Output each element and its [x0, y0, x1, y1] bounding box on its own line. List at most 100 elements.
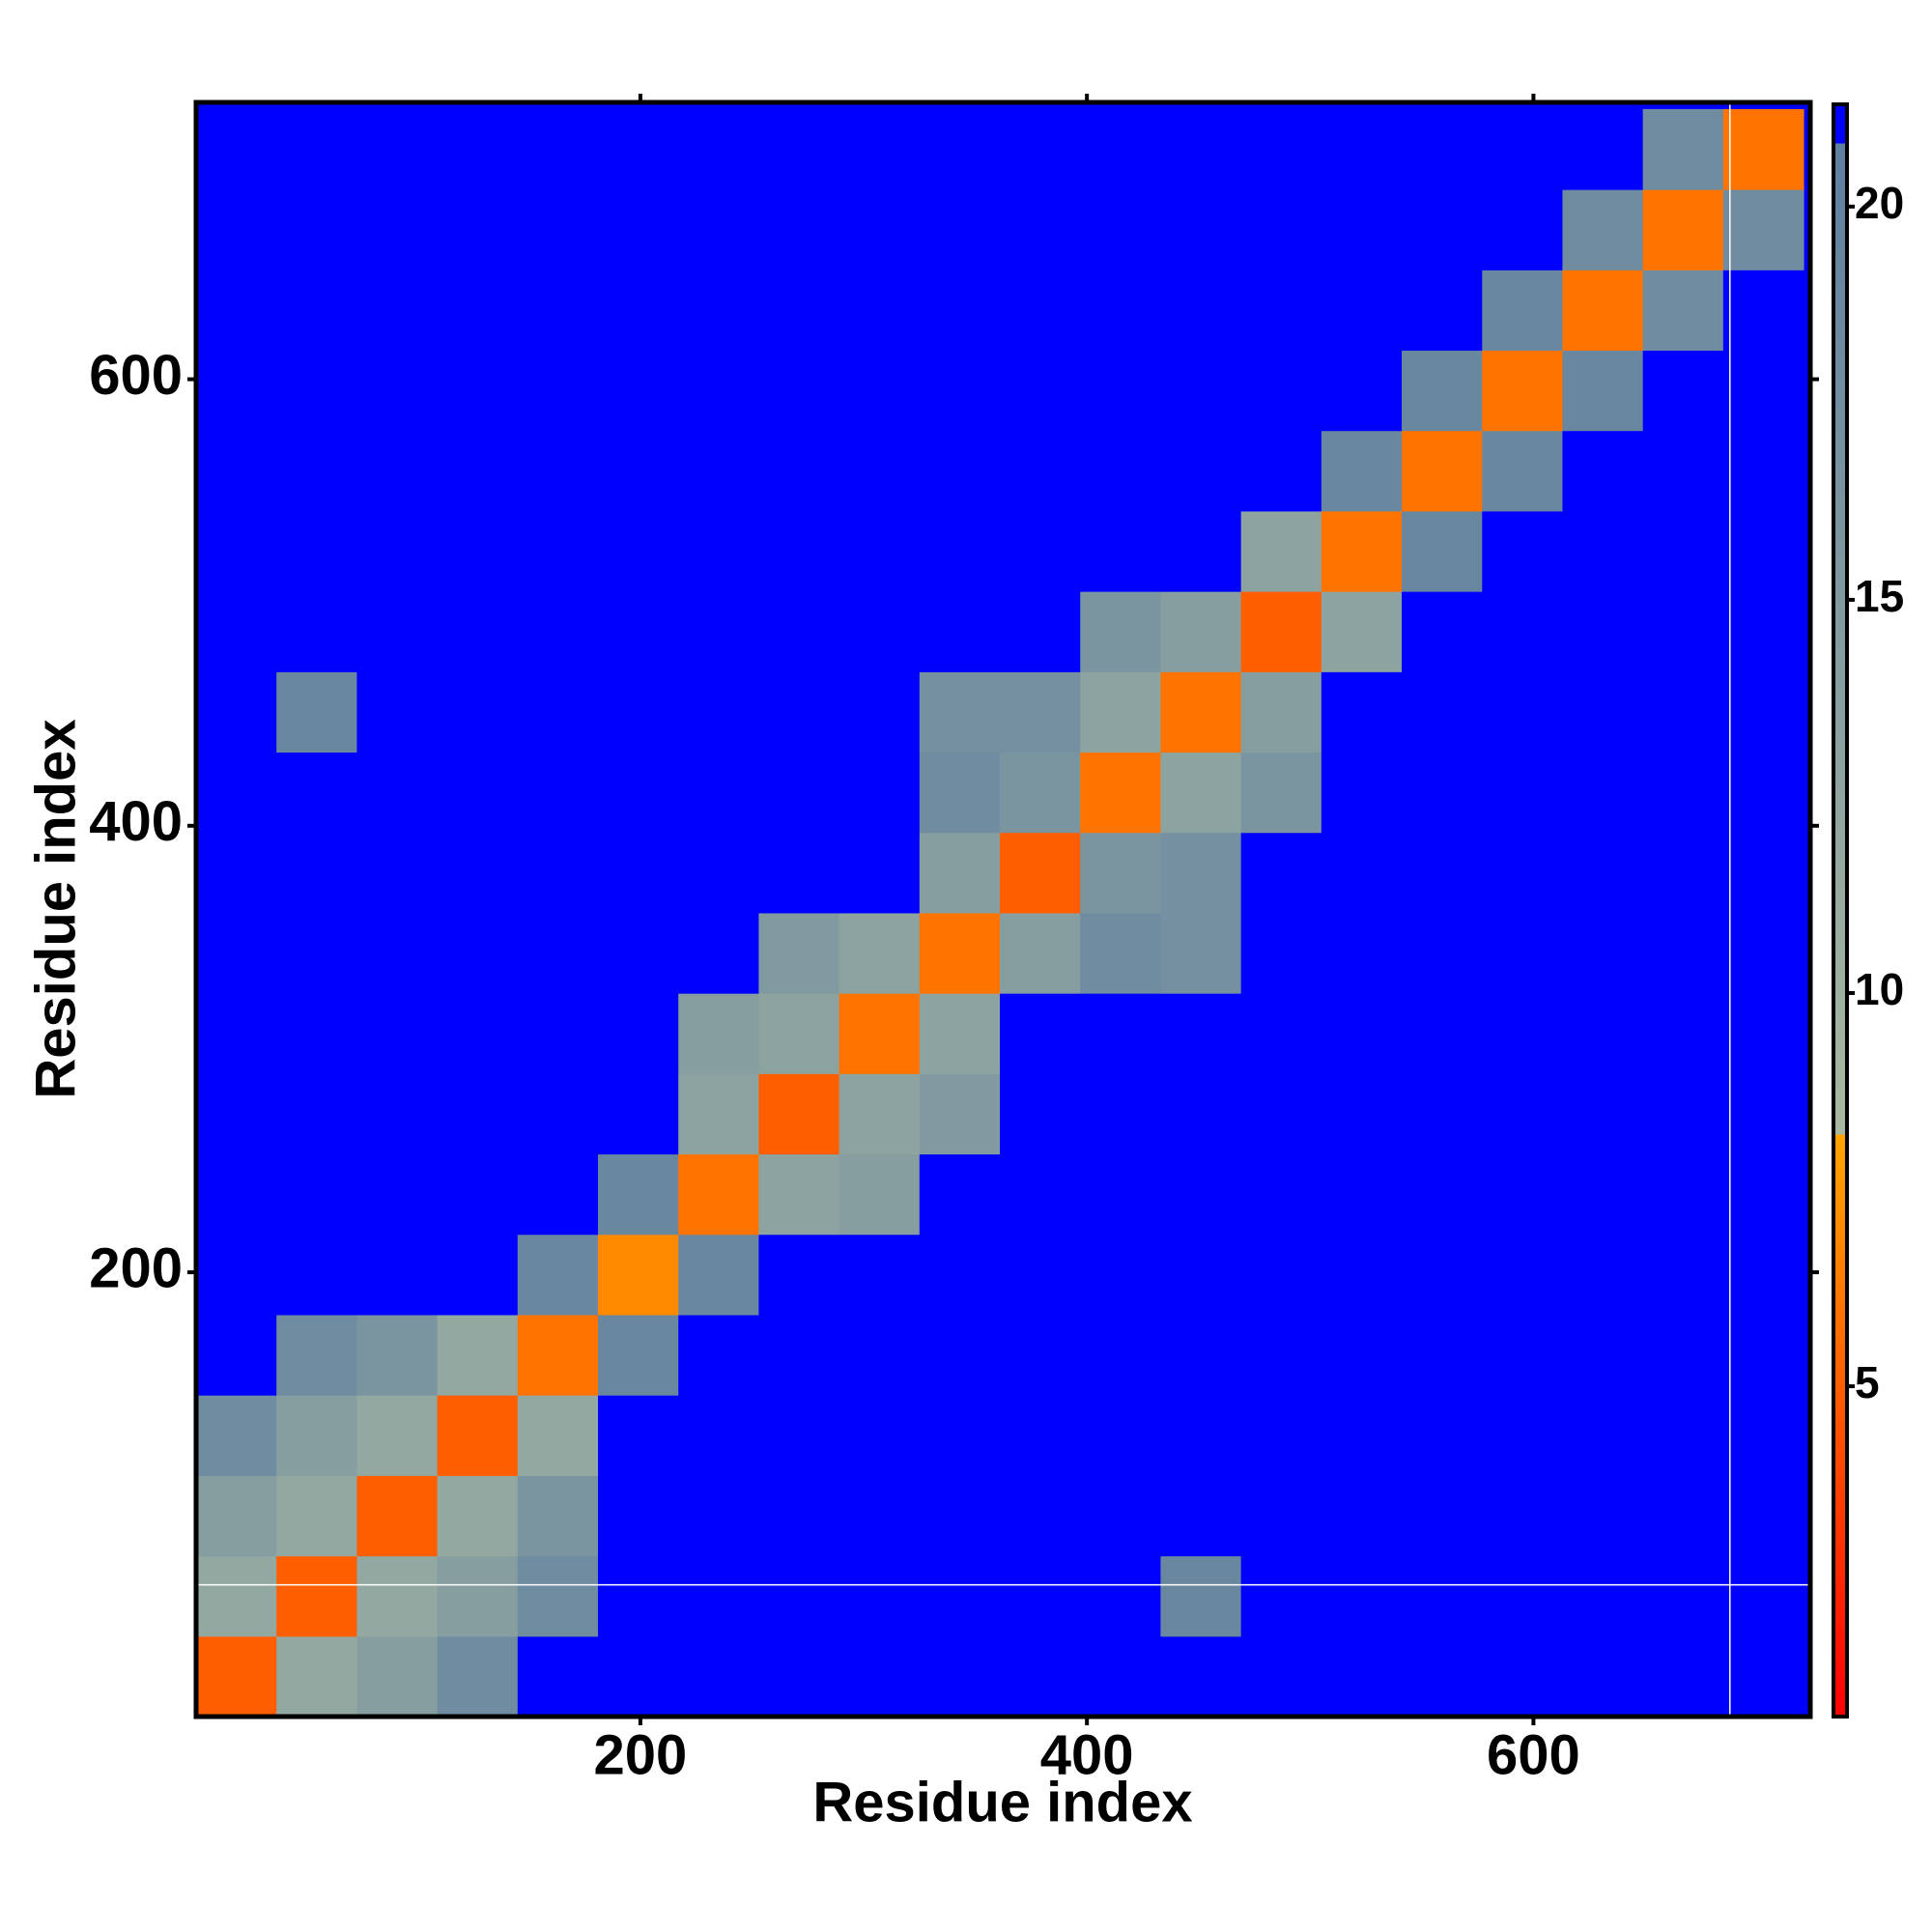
- heatmap-cell: [276, 591, 357, 672]
- heatmap-cell: [1240, 108, 1322, 190]
- heatmap-cell: [437, 1153, 519, 1236]
- heatmap-cell: [1080, 591, 1161, 672]
- heatmap-cell: [1240, 1073, 1322, 1155]
- heatmap-cell: [758, 430, 840, 512]
- heatmap-cell: [919, 671, 1001, 753]
- heatmap-cell: [1160, 752, 1242, 834]
- heatmap-cell: [1402, 912, 1483, 994]
- heatmap-cell: [1642, 1314, 1724, 1396]
- heatmap-cell: [838, 993, 921, 1074]
- heatmap-cell: [598, 510, 679, 592]
- heatmap-cell: [356, 752, 439, 834]
- heatmap-cell: [678, 1314, 759, 1396]
- heatmap-cell: [1080, 270, 1161, 352]
- heatmap-cell: [1080, 430, 1161, 512]
- heatmap-cell: [1240, 350, 1322, 432]
- heatmap-cell: [598, 752, 679, 834]
- heatmap-cell: [1160, 189, 1242, 270]
- heatmap-cell: [598, 1635, 679, 1717]
- heatmap-cell: [678, 1475, 759, 1557]
- heatmap-cell: [598, 1234, 679, 1316]
- heatmap-cell: [1321, 752, 1403, 834]
- heatmap-cell: [1642, 510, 1724, 592]
- heatmap-cell: [1642, 832, 1724, 914]
- heatmap-cell: [838, 752, 921, 834]
- heatmap-cell: [678, 189, 759, 270]
- heatmap-cell: [678, 1234, 759, 1316]
- heatmap-cell: [437, 832, 519, 914]
- heatmap-cell: [838, 1314, 921, 1396]
- heatmap-cell: [1642, 1073, 1724, 1155]
- heatmap-cell: [1240, 1234, 1322, 1316]
- heatmap-cell: [598, 993, 679, 1074]
- heatmap-cell: [598, 270, 679, 352]
- heatmap-cell: [276, 1395, 357, 1476]
- heatmap-cell: [1080, 1153, 1161, 1236]
- heatmap-cell: [1160, 510, 1242, 592]
- heatmap-cell: [356, 108, 439, 190]
- heatmap-cell: [1562, 912, 1644, 994]
- heatmap-cell: [919, 1153, 1001, 1236]
- heatmap-cell: [1562, 108, 1644, 190]
- heatmap-cell: [1722, 1395, 1804, 1476]
- heatmap-cell: [598, 350, 679, 432]
- heatmap-cell: [196, 1314, 277, 1396]
- heatmap-cell: [1722, 1635, 1804, 1717]
- heatmap-cell: [1642, 912, 1724, 994]
- heatmap-cell: [356, 1314, 439, 1396]
- heatmap-cell: [1160, 993, 1242, 1074]
- heatmap-cell: [1321, 1395, 1403, 1476]
- heatmap-cell: [196, 591, 277, 672]
- heatmap-cell: [517, 1395, 599, 1476]
- heatmap-cell: [276, 1153, 357, 1236]
- heatmap-cell: [1080, 671, 1161, 753]
- heatmap-cell: [1160, 832, 1242, 914]
- heatmap-cell: [919, 1555, 1001, 1637]
- heatmap-cell: [598, 1073, 679, 1155]
- heatmap-cell: [678, 993, 759, 1074]
- heatmap-cell: [598, 1314, 679, 1396]
- heatmap-cell: [276, 993, 357, 1074]
- heatmap-cell: [1000, 1073, 1081, 1155]
- heatmap-cell: [1482, 108, 1563, 190]
- heatmap-cell: [758, 1475, 840, 1557]
- heatmap-cell: [276, 1314, 357, 1396]
- heatmap-cell: [1562, 1475, 1644, 1557]
- heatmap-cell: [1562, 189, 1644, 270]
- heatmap-cell: [838, 1234, 921, 1316]
- heatmap-cell: [758, 510, 840, 592]
- heatmap-cell: [1240, 189, 1322, 270]
- heatmap-cell: [758, 752, 840, 834]
- heatmap-cell: [1000, 108, 1081, 190]
- heatmap-cell: [838, 912, 921, 994]
- heatmap-cell: [356, 591, 439, 672]
- heatmap-cell: [838, 350, 921, 432]
- heatmap-cell: [1562, 430, 1644, 512]
- heatmap-cell: [1562, 752, 1644, 834]
- heatmap-cell: [758, 832, 840, 914]
- heatmap-cell: [678, 912, 759, 994]
- heatmap-cell: [196, 1395, 277, 1476]
- heatmap-cell: [758, 189, 840, 270]
- heatmap-cell: [196, 510, 277, 592]
- heatmap-cell: [437, 1635, 519, 1717]
- heatmap-cell: [437, 108, 519, 190]
- heatmap-cell: [758, 993, 840, 1074]
- heatmap-cell: [1482, 832, 1563, 914]
- heatmap-cell: [1482, 591, 1563, 672]
- heatmap-cell: [437, 993, 519, 1074]
- heatmap-cell: [196, 993, 277, 1074]
- heatmap-cell: [1402, 993, 1483, 1074]
- heatmap-cell: [919, 510, 1001, 592]
- heatmap-cell: [1402, 1395, 1483, 1476]
- heatmap-cell: [1402, 1234, 1483, 1316]
- heatmap-cell: [1642, 350, 1724, 432]
- heatmap-cell: [1160, 430, 1242, 512]
- heatmap-cell: [437, 591, 519, 672]
- heatmap-cell: [1722, 591, 1804, 672]
- heatmap-cell: [1080, 108, 1161, 190]
- heatmap-cell: [1482, 189, 1563, 270]
- heatmap-cell: [517, 1475, 599, 1557]
- heatmap-cell: [196, 1635, 277, 1717]
